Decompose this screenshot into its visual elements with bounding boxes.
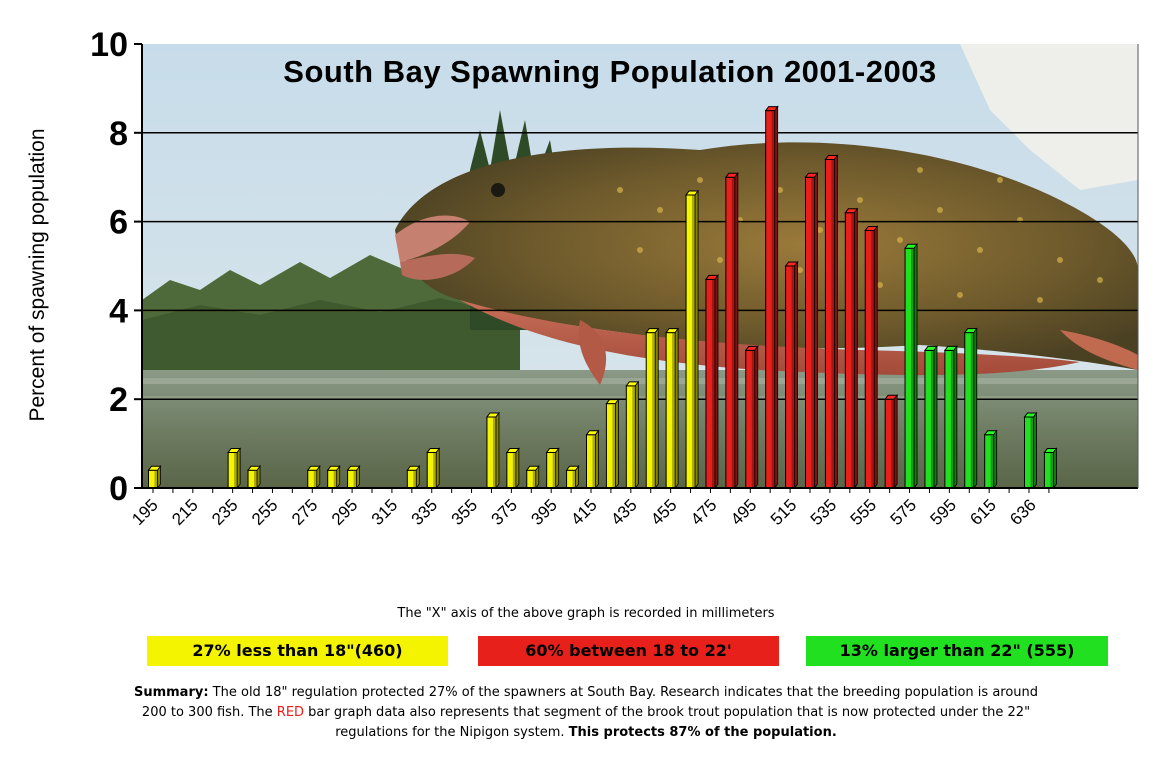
bar [724, 171, 739, 490]
bar [824, 154, 839, 490]
summary-text-1: The old 18" regulation protected 27% of … [141, 685, 1039, 720]
x-tick-label: 455 [647, 495, 680, 528]
bar [804, 171, 819, 490]
x-tick-label: 575 [887, 495, 920, 528]
bar [1043, 447, 1058, 490]
bar [1023, 411, 1038, 490]
summary-red-word: RED [276, 705, 305, 720]
bar [147, 465, 162, 490]
bar [625, 380, 640, 490]
bar [406, 465, 421, 490]
bar [884, 394, 899, 490]
bar [426, 447, 441, 490]
x-tick-label: 535 [807, 495, 840, 528]
bar [685, 189, 700, 490]
summary-paragraph: Summary: The old 18" regulation protecte… [120, 683, 1052, 743]
x-tick-label: 495 [727, 495, 760, 528]
y-axis-label: Percent of spawning population [26, 128, 49, 421]
x-tick-label: 235 [208, 495, 241, 528]
bar [645, 327, 660, 490]
x-axis-note: The "X" axis of the above graph is recor… [397, 606, 775, 621]
background-photo [142, 44, 1138, 488]
band-larger-than-22: 13% larger than 22" (555) [806, 636, 1108, 666]
bar [485, 411, 500, 490]
bar [983, 429, 998, 490]
x-tick-label: 335 [408, 495, 441, 528]
bar [247, 465, 262, 490]
chart-title: South Bay Spawning Population 2001-2003 [283, 54, 936, 89]
band-between-18-22: 60% between 18 to 22' [478, 636, 779, 666]
x-tick-label: 636 [1006, 495, 1039, 528]
bar [864, 225, 879, 490]
bar [306, 465, 321, 490]
bar [545, 447, 560, 490]
x-tick-label: 375 [488, 495, 521, 528]
x-tick-label: 215 [168, 495, 201, 528]
bar [704, 274, 719, 490]
bar [904, 243, 919, 490]
x-tick-label: 595 [927, 495, 960, 528]
x-tick-label: 395 [527, 495, 560, 528]
bar [744, 345, 759, 490]
bar [665, 327, 680, 490]
bar [605, 398, 620, 490]
x-tick-label: 515 [767, 495, 800, 528]
y-tick-label: 2 [109, 381, 128, 419]
bar [505, 447, 520, 490]
bar [784, 260, 799, 490]
summary-bold-end: This protects 87% of the population. [568, 725, 837, 740]
bar [565, 465, 580, 490]
bar [227, 447, 242, 490]
bar-chart: 0 2 4 6 8 10 195 215 235 255 275 295 315 335 355 375 395… [26, 26, 1139, 529]
band-less-than-18: 27% less than 18"(460) [147, 636, 448, 666]
summary-text-2: bar graph data also represents that segm… [304, 705, 1031, 740]
y-tick-label: 8 [109, 115, 128, 153]
summary-lead: Summary: [133, 685, 209, 700]
x-tick-label: 255 [248, 495, 281, 528]
x-tick-label: 295 [328, 495, 361, 528]
y-tick-label: 4 [109, 292, 128, 330]
bar [844, 207, 859, 490]
bar [764, 105, 779, 490]
x-tick-label: 195 [128, 495, 161, 528]
x-tick-label: 355 [448, 495, 481, 528]
y-tick-label: 10 [90, 26, 128, 64]
x-tick-label: 315 [368, 495, 401, 528]
x-tick-label: 615 [966, 495, 999, 528]
y-tick-label: 6 [109, 204, 128, 242]
x-tick-label: 435 [607, 495, 640, 528]
y-tick-label: 0 [109, 470, 128, 508]
bars-layer [147, 105, 1058, 490]
bar [346, 465, 361, 490]
x-tick-label: 415 [567, 495, 600, 528]
bar [943, 345, 958, 490]
bar [923, 345, 938, 490]
x-tick-label: 475 [687, 495, 720, 528]
x-tick-label: 275 [288, 495, 321, 528]
bar [963, 327, 978, 490]
x-tick-label: 555 [847, 495, 880, 528]
bar [525, 465, 540, 490]
bar [585, 429, 600, 490]
bar [326, 465, 341, 490]
